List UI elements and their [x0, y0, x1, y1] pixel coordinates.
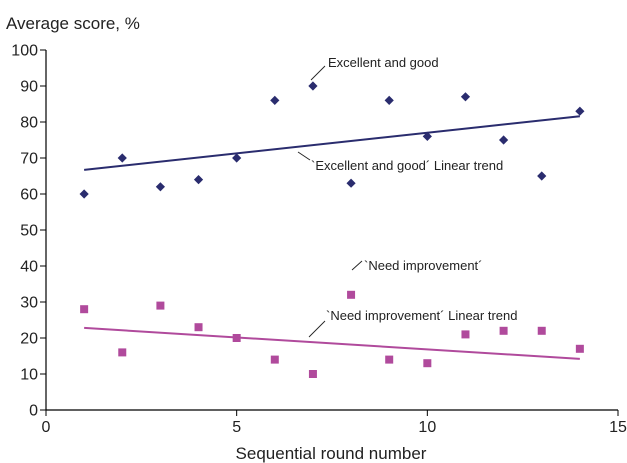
series-1-diamond-point [537, 171, 547, 181]
x-axis-title: Sequential round number [236, 444, 427, 463]
series-2-square-point [385, 355, 394, 364]
y-axis-title: Average score, % [6, 14, 140, 33]
series-2-square-point [156, 301, 165, 310]
y-tick-label: 100 [11, 43, 38, 60]
y-tick-label: 10 [20, 367, 38, 384]
y-tick-label: 20 [20, 331, 38, 348]
trend-line-2 [84, 326, 580, 360]
trend-1-label: `Excellent and good´ Linear trend [311, 158, 503, 173]
series-1-diamond-point [193, 175, 204, 185]
series-1-diamond-point [79, 189, 89, 199]
data-point-group [79, 81, 585, 378]
x-tick-label: 5 [232, 419, 241, 436]
series-2-square-point [194, 323, 203, 332]
annotation-group: Excellent and good `Excellent and good´ … [297, 55, 517, 338]
series-2-square-point [347, 290, 356, 299]
series-1-diamond-point [155, 182, 165, 192]
series-2-square-point [461, 330, 470, 339]
trend-2-label-leader [308, 320, 326, 338]
y-tick-label: 90 [20, 79, 38, 96]
y-tick-label: 0 [29, 403, 38, 420]
series-1-diamond-point [384, 95, 394, 105]
series-1-diamond-point [460, 92, 471, 102]
series-2-square-point [308, 370, 317, 378]
tick-group: 0 10 20 30 40 50 60 70 80 90 100 0 5 10 15 [11, 43, 627, 437]
series-2-square-point [575, 344, 584, 353]
trend-2-label: `Need improvement´ Linear trend [326, 308, 517, 323]
trend-line-1 [84, 115, 580, 171]
series-1-diamond-point [308, 81, 318, 91]
x-tick-label: 0 [42, 419, 51, 436]
series-2-square-point [270, 355, 279, 364]
series-1-diamond-point [346, 178, 356, 188]
series-1-diamond-point [499, 135, 509, 145]
trend-1-label-leader [297, 151, 311, 161]
series-2-label-leader [351, 260, 363, 271]
y-tick-label: 80 [20, 115, 38, 132]
y-tick-label: 60 [20, 187, 38, 204]
series-2-square-point [118, 348, 127, 357]
trend-line-group [84, 115, 580, 360]
series-2-square-point [232, 334, 241, 342]
series-1-label: Excellent and good [328, 55, 439, 70]
series-1-diamond-point [575, 106, 585, 116]
series-1-diamond-point [232, 153, 242, 163]
y-tick-label: 30 [20, 295, 38, 312]
y-tick-label: 50 [20, 223, 38, 240]
x-tick-label: 15 [609, 419, 627, 436]
series-1-label-leader [310, 65, 326, 81]
series-1-diamond-point [270, 95, 280, 105]
series-1-diamond-point [422, 131, 432, 141]
series-2-square-point [537, 326, 546, 335]
series-2-square-point [80, 305, 89, 314]
y-tick-label: 70 [20, 151, 38, 168]
y-tick-label: 40 [20, 259, 38, 276]
series-2-square-point [423, 359, 432, 368]
x-tick-label: 10 [418, 419, 436, 436]
series-2-square-point [499, 326, 508, 335]
series-1-diamond-point [117, 153, 127, 163]
series-2-label: `Need improvement´ [364, 258, 483, 273]
